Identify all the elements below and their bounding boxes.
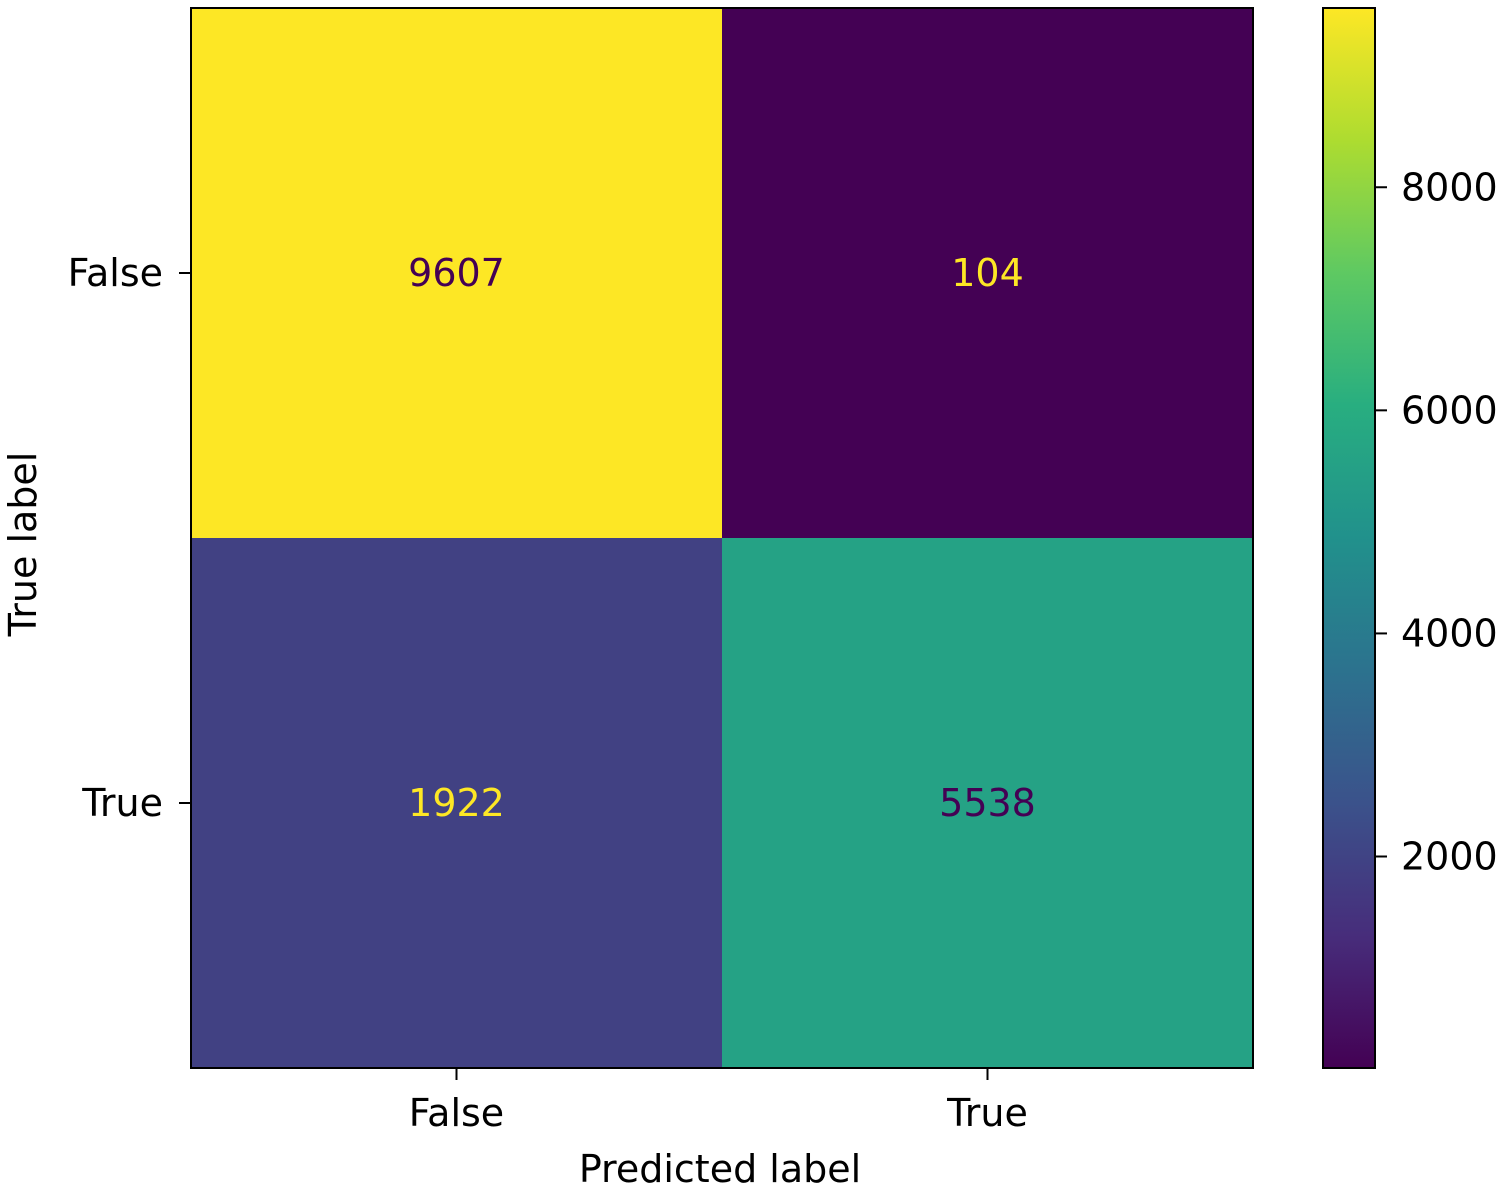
cell-value-label-1-1: 5538 — [939, 781, 1036, 825]
colorbar-tick-label: 8000 — [1401, 165, 1498, 209]
colorbar — [1322, 7, 1376, 1069]
y-tick-label: False — [68, 251, 163, 295]
x-tick-label: False — [409, 1091, 504, 1135]
cell-value-label-0-0: 9607 — [408, 251, 505, 295]
colorbar-tick-label: 6000 — [1401, 388, 1498, 432]
colorbar-tick-label: 2000 — [1401, 835, 1498, 879]
x-axis-label: Predicted label — [579, 1147, 861, 1190]
heatmap-cell-0-0 — [191, 8, 723, 539]
heatmap-cell-labels: 9607 104 1922 5538 — [408, 251, 1036, 825]
colorbar-ticks: 2000 4000 6000 8000 — [1375, 165, 1498, 879]
heatmap-cell-1-0 — [191, 538, 723, 1069]
cell-value-label-0-1: 104 — [951, 251, 1024, 295]
plot-frame — [190, 7, 1254, 1069]
x-tick-label: True — [946, 1091, 1028, 1135]
y-axis-label: True label — [1, 452, 45, 638]
colorbar-tick-label: 4000 — [1401, 611, 1498, 655]
heatmap-cell-1-1 — [722, 538, 1254, 1069]
y-axis-ticks: False True — [68, 251, 191, 825]
heatmap-cells — [191, 8, 1254, 1069]
x-axis-ticks: False True — [409, 1068, 1028, 1135]
y-tick-label: True — [81, 781, 163, 825]
heatmap-cell-0-1 — [722, 8, 1254, 539]
cell-value-label-1-0: 1922 — [408, 781, 505, 825]
